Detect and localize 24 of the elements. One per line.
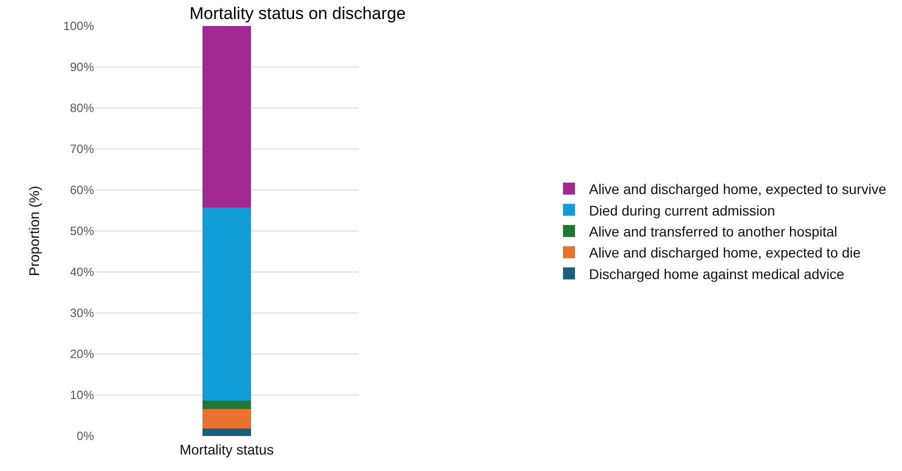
y-tick-label: 80%	[70, 101, 94, 116]
legend-label: Alive and discharged home, expected to die	[589, 244, 861, 261]
legend-label: Discharged home against medical advice	[589, 266, 844, 282]
bar	[202, 208, 252, 401]
y-tick-label: 70%	[70, 142, 94, 156]
bar	[202, 408, 252, 429]
chart-title: Mortality status on discharge	[189, 4, 406, 23]
x-axis-title: Mortality status	[180, 441, 274, 458]
bar	[202, 428, 252, 436]
y-tick-label: 60%	[70, 183, 94, 198]
y-axis-title: Proportion (%)	[26, 186, 42, 276]
legend-label: Died during current admission	[589, 202, 775, 218]
bar	[202, 26, 252, 208]
bar	[202, 400, 252, 409]
y-tick-label: 90%	[70, 60, 94, 74]
y-tick-label: 0%	[76, 429, 94, 444]
y-tick-label: 20%	[70, 347, 94, 362]
y-tick-label: 30%	[70, 306, 94, 320]
legend-label: Alive and transferred to another hospital	[589, 223, 838, 240]
y-tick-label: 50%	[70, 224, 94, 238]
y-tick-label: 100%	[63, 19, 94, 34]
y-tick-label: 10%	[70, 388, 94, 402]
y-tick-label: 40%	[70, 265, 94, 280]
legend-label: Alive and discharged home, expected to survive	[589, 181, 886, 198]
